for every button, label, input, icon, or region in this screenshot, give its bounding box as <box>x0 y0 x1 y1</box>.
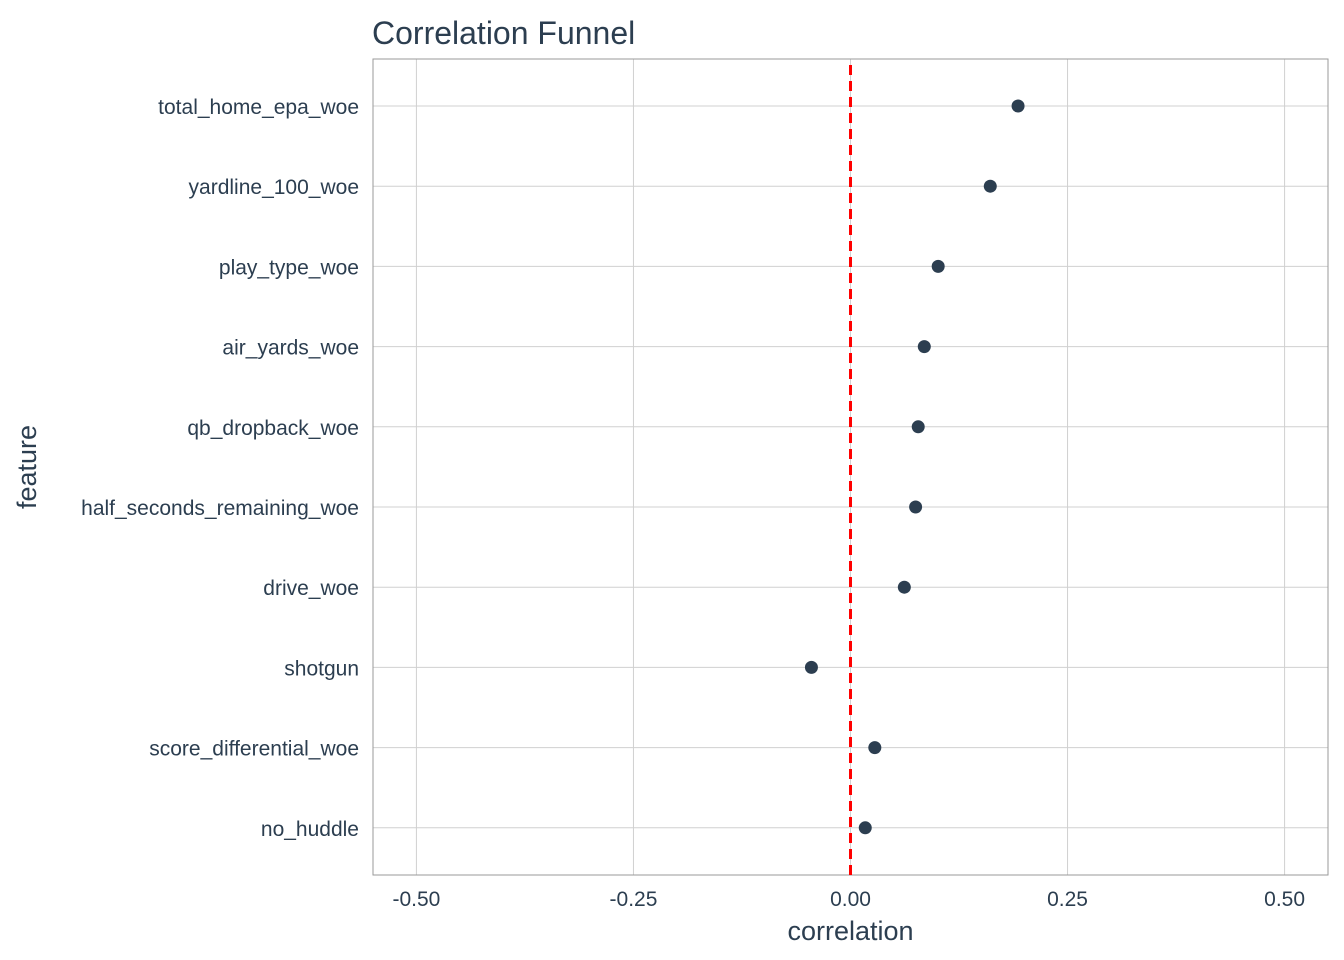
x-tick-label: 0.25 <box>1047 888 1088 911</box>
x-tick-label: -0.25 <box>610 888 658 911</box>
x-tick-label: 0.00 <box>830 888 871 911</box>
data-point <box>868 741 882 755</box>
y-tick-label: play_type_woe <box>219 256 359 279</box>
data-point <box>931 259 945 273</box>
y-tick-label: yardline_100_woe <box>189 176 359 199</box>
y-tick-label: drive_woe <box>263 577 359 600</box>
data-point <box>911 420 925 434</box>
data-point <box>917 340 931 354</box>
data-point <box>897 580 911 594</box>
chart-title: Correlation Funnel <box>372 15 635 51</box>
data-point <box>909 500 923 514</box>
y-tick-label: score_differential_woe <box>149 738 359 761</box>
data-point <box>1011 99 1025 113</box>
data-point <box>804 660 818 674</box>
y-tick-label: qb_dropback_woe <box>187 417 359 440</box>
data-point <box>858 821 872 835</box>
x-tick-label: -0.50 <box>392 888 440 911</box>
y-tick-label: shotgun <box>284 657 359 680</box>
y-tick-label: half_seconds_remaining_woe <box>81 497 359 520</box>
y-tick-label: air_yards_woe <box>222 337 359 360</box>
y-tick-label: total_home_epa_woe <box>158 96 359 119</box>
data-points <box>804 99 1025 835</box>
y-tick-labels: total_home_epa_woe yardline_100_woe play_t… <box>81 96 359 841</box>
data-point <box>983 179 997 193</box>
y-tick-label: no_huddle <box>261 818 359 841</box>
x-tick-labels: -0.50 -0.25 0.00 0.25 0.50 <box>392 888 1305 911</box>
x-tick-label: 0.50 <box>1264 888 1305 911</box>
y-axis-title: feature <box>12 425 42 509</box>
x-axis-title: correlation <box>787 916 913 946</box>
